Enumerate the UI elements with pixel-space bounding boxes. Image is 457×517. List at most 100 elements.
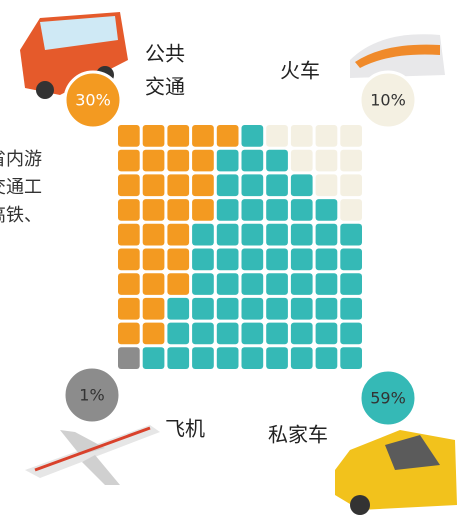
waffle-cell [192,199,214,221]
waffle-cell [192,347,214,369]
waffle-cell [290,322,313,345]
waffle-grid [118,125,362,369]
bus-icon [20,12,128,99]
side-text: 交通工 [0,177,42,198]
waffle-cell [340,199,362,221]
waffle-cell [192,248,214,271]
waffle-cell [315,248,338,271]
value-badge [62,365,122,425]
waffle-cell [142,322,165,345]
value-label: 59% [370,389,406,408]
waffle-cell [315,322,338,345]
category-label: 私家车 [268,423,328,447]
waffle-cell [266,174,288,197]
waffle-cell [340,347,362,369]
waffle-cell [142,125,165,147]
plane-icon [25,425,160,485]
waffle-cell [241,248,264,271]
waffle-cell [216,248,239,271]
waffle-cell [167,248,190,271]
waffle-cell [142,174,165,197]
value-badge [358,368,418,428]
value-badge [358,70,418,130]
waffle-cell [290,149,313,172]
waffle-cell [167,347,190,369]
value-label: 1% [79,386,104,405]
waffle-cell [118,322,140,345]
waffle-cell [167,199,190,221]
value-label: 30% [75,91,111,110]
waffle-cell [118,199,140,221]
waffle-cell [167,322,190,345]
side-text: 省内游 [0,149,42,170]
waffle-cell [167,125,190,147]
category-label: 交通 [145,75,185,99]
waffle-cell [118,149,140,172]
waffle-cell [315,297,338,320]
waffle-cell [142,347,165,369]
waffle-cell [216,273,239,295]
waffle-cell [241,199,264,221]
waffle-cell [266,149,288,172]
waffle-cell [167,149,190,172]
waffle-cell [290,248,313,271]
waffle-cell [192,273,214,295]
waffle-cell [192,125,214,147]
waffle-cell [216,322,239,345]
waffle-cell [340,248,362,271]
waffle-cell [266,248,288,271]
waffle-cell [315,174,338,197]
waffle-cell [192,297,214,320]
waffle-cell [266,199,288,221]
waffle-cell [241,125,264,147]
waffle-cell [315,347,338,369]
waffle-cell [315,149,338,172]
waffle-cell [315,223,338,246]
waffle-cell [290,297,313,320]
waffle-cell [142,248,165,271]
train-icon [350,34,445,78]
value-label: 10% [370,91,406,110]
waffle-cell [118,248,140,271]
waffle-cell [118,125,140,147]
waffle-cell [241,174,264,197]
category-label: 公共 [145,42,185,66]
side-text: 高铁、 [0,205,42,226]
waffle-cell [118,347,140,369]
waffle-cell [340,223,362,246]
waffle-cell [142,223,165,246]
car-icon [335,430,457,515]
waffle-cell [142,199,165,221]
waffle-cell [118,297,140,320]
waffle-cell [142,297,165,320]
waffle-cell [266,223,288,246]
waffle-cell [340,125,362,147]
waffle-cell [315,273,338,295]
waffle-cell [340,322,362,345]
waffle-cell [216,125,239,147]
waffle-cell [167,223,190,246]
waffle-cell [266,297,288,320]
waffle-cell [167,174,190,197]
waffle-cell [216,199,239,221]
waffle-cell [192,322,214,345]
waffle-cell [118,273,140,295]
waffle-cell [315,199,338,221]
waffle-cell [216,347,239,369]
waffle-cell [216,297,239,320]
waffle-cell [118,174,140,197]
value-badge [63,70,123,130]
waffle-cell [290,125,313,147]
waffle-cell [340,273,362,295]
waffle-cell [340,174,362,197]
waffle-cell [290,174,313,197]
waffle-cell [241,322,264,345]
category-label: 飞机 [165,417,205,441]
waffle-cell [266,347,288,369]
waffle-cell [241,149,264,172]
waffle-cell [167,273,190,295]
waffle-cell [340,297,362,320]
waffle-cell [216,223,239,246]
